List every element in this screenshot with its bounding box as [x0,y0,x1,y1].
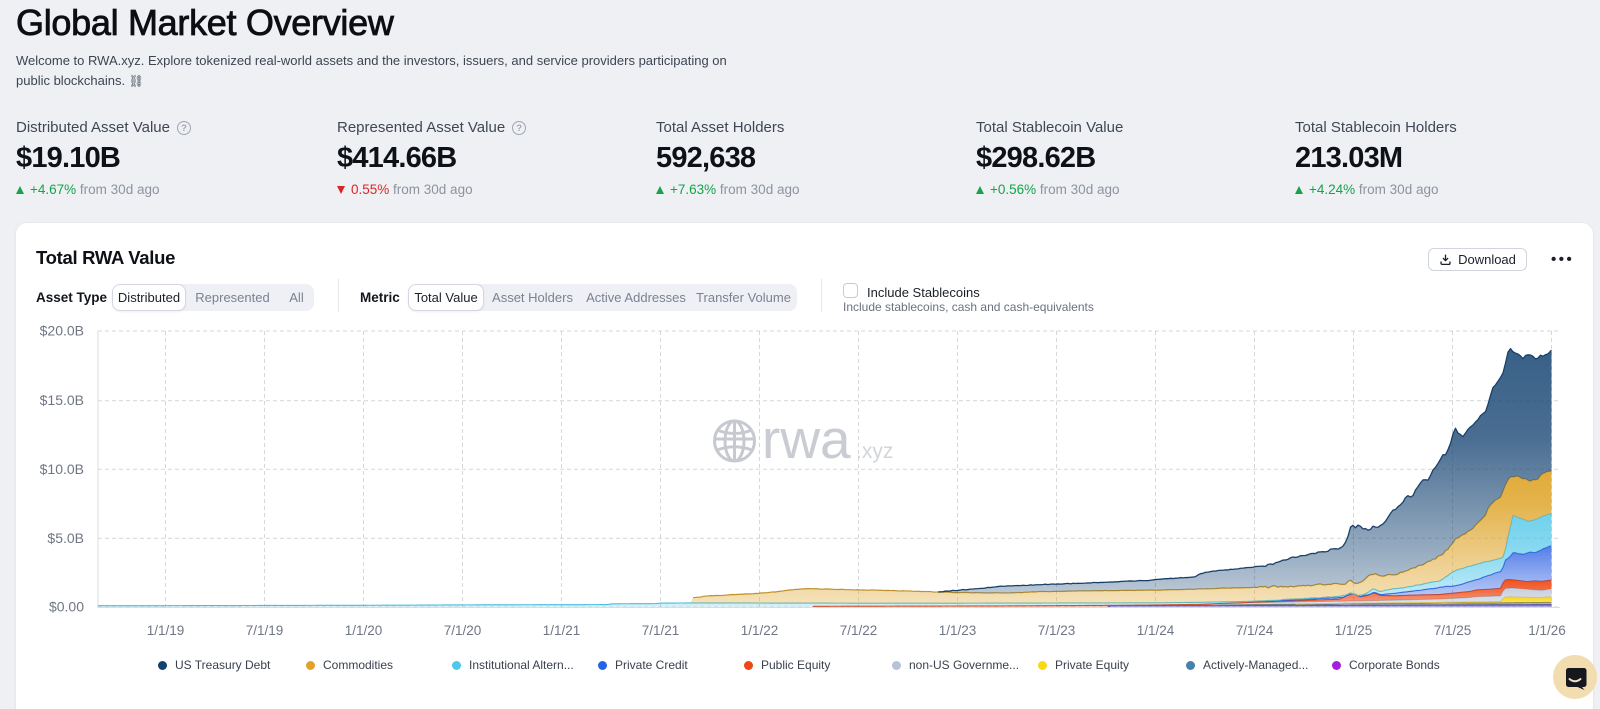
svg-text:7/1/19: 7/1/19 [246,623,284,638]
svg-text:7/1/24: 7/1/24 [1236,623,1274,638]
svg-text:7/1/23: 7/1/23 [1038,623,1076,638]
svg-text:1/1/23: 1/1/23 [939,623,977,638]
svg-text:7/1/25: 7/1/25 [1434,623,1472,638]
svg-text:$5.0B: $5.0B [47,530,84,546]
svg-text:1/1/20: 1/1/20 [345,623,383,638]
svg-text:1/1/19: 1/1/19 [147,623,185,638]
svg-text:1/1/25: 1/1/25 [1335,623,1373,638]
svg-text:$15.0B: $15.0B [40,392,84,408]
svg-text:1/1/21: 1/1/21 [543,623,581,638]
svg-text:$20.0B: $20.0B [40,323,84,339]
svg-text:rwa: rwa [762,408,851,470]
svg-text:1/1/24: 1/1/24 [1137,623,1175,638]
svg-text:7/1/22: 7/1/22 [840,623,878,638]
svg-text:$0.00: $0.00 [49,599,84,615]
svg-text:1/1/22: 1/1/22 [741,623,779,638]
svg-text:1/1/26: 1/1/26 [1528,623,1566,638]
svg-text:.xyz: .xyz [856,440,893,463]
svg-text:7/1/21: 7/1/21 [642,623,680,638]
svg-text:7/1/20: 7/1/20 [444,623,482,638]
svg-text:$10.0B: $10.0B [40,461,84,477]
